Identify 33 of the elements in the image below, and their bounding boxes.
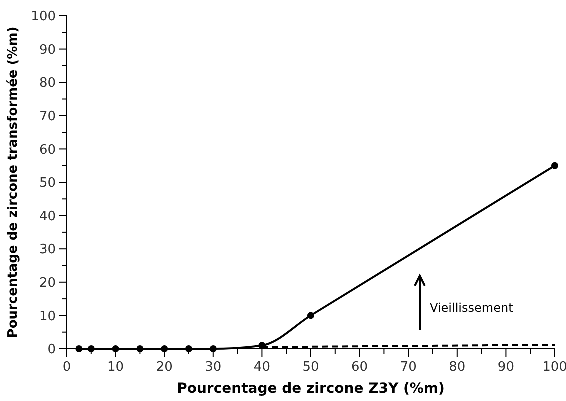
x-tick-label: 90: [498, 360, 514, 375]
y-axis-title: Pourcentage de zircone transformée (%m): [6, 26, 21, 338]
point: [76, 346, 83, 352]
x-tick-label: 0: [62, 360, 72, 375]
point: [186, 346, 192, 352]
y-tick-label: 60: [39, 142, 56, 158]
annotation: Vieillissement: [430, 301, 514, 315]
y-tick-label: 70: [39, 109, 56, 124]
x-tick-label: 80: [449, 360, 466, 375]
y-tick-label: 50: [39, 176, 56, 192]
point: [308, 312, 314, 320]
x-tick-label: 20: [156, 360, 173, 375]
x-tick-label: 50: [302, 360, 320, 375]
point: [161, 346, 168, 352]
y-tick-label: 90: [39, 42, 56, 58]
point: [136, 346, 144, 352]
point: [88, 346, 95, 352]
point: [210, 346, 217, 352]
y-tick-label: 30: [39, 242, 56, 258]
y-tick-label: 40: [39, 209, 56, 224]
y-tick-label: 0: [48, 342, 56, 358]
y-tick-label: 10: [39, 309, 56, 324]
x-tick-label: 10: [108, 360, 124, 375]
y-tick-label: 100: [31, 10, 56, 25]
point: [552, 162, 558, 170]
x-tick-label: 60: [352, 360, 368, 375]
x-tick-label: 70: [400, 360, 417, 375]
y-tick-label: 20: [39, 276, 56, 291]
x-tick-label: 40: [254, 360, 270, 375]
x-tick-label: 30: [205, 360, 222, 375]
point: [112, 346, 120, 352]
y-tick-label: 80: [39, 76, 56, 92]
x-axis-title: Pourcentage de zircone Z3Y (%m): [177, 381, 445, 397]
